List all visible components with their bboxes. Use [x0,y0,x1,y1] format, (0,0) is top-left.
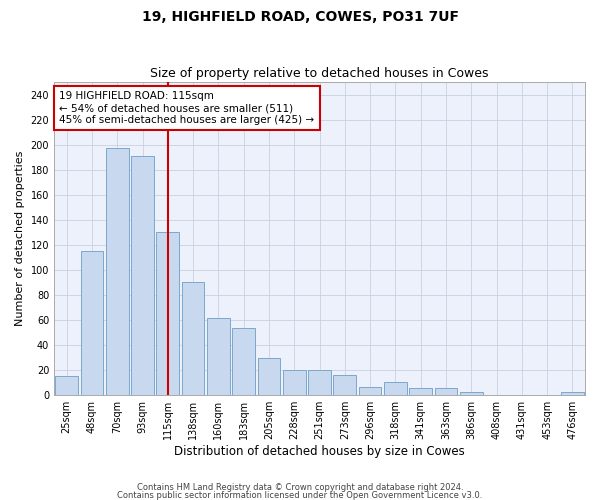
Bar [131,156,154,394]
Bar [561,392,584,394]
Text: 19 HIGHFIELD ROAD: 115sqm
← 54% of detached houses are smaller (511)
45% of semi: 19 HIGHFIELD ROAD: 115sqm ← 54% of detac… [59,92,314,124]
X-axis label: Distribution of detached houses by size in Cowes: Distribution of detached houses by size … [174,444,465,458]
Bar [232,328,255,394]
Bar [257,358,280,394]
Text: Contains HM Land Registry data © Crown copyright and database right 2024.: Contains HM Land Registry data © Crown c… [137,484,463,492]
Bar [106,148,128,394]
Bar [80,251,103,394]
Bar [157,232,179,394]
Bar [207,318,230,394]
Bar [334,374,356,394]
Y-axis label: Number of detached properties: Number of detached properties [15,150,25,326]
Bar [308,370,331,394]
Bar [182,282,205,395]
Text: 19, HIGHFIELD ROAD, COWES, PO31 7UF: 19, HIGHFIELD ROAD, COWES, PO31 7UF [142,10,458,24]
Bar [359,387,382,394]
Bar [434,388,457,394]
Bar [460,392,482,394]
Title: Size of property relative to detached houses in Cowes: Size of property relative to detached ho… [150,66,489,80]
Bar [384,382,407,394]
Text: Contains public sector information licensed under the Open Government Licence v3: Contains public sector information licen… [118,490,482,500]
Bar [55,376,78,394]
Bar [409,388,432,394]
Bar [283,370,305,394]
